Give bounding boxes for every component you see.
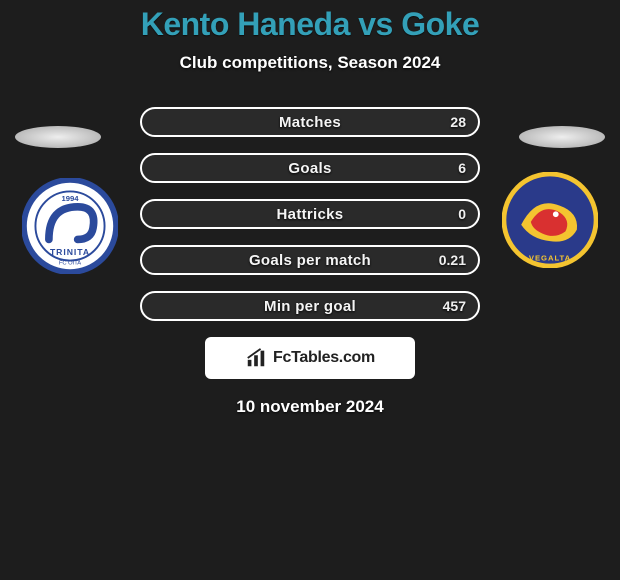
club-logo-left: 1994 TRINITA FC OITA [22, 178, 118, 274]
stat-value-right: 457 [443, 293, 466, 319]
stat-value-right: 6 [458, 155, 466, 181]
stat-row: Goals per match 0.21 [140, 245, 480, 275]
subtitle: Club competitions, Season 2024 [0, 53, 620, 73]
player-right-ellipse [519, 126, 605, 148]
vegalta-sendai-icon: VEGALTA [502, 172, 598, 268]
stat-value-right: 0 [458, 201, 466, 227]
stat-row: Matches 28 [140, 107, 480, 137]
stat-label: Goals [142, 155, 478, 181]
stat-value-right: 0.21 [439, 247, 466, 273]
club-logo-right: VEGALTA [502, 172, 598, 268]
svg-text:FC OITA: FC OITA [59, 260, 81, 266]
svg-text:VEGALTA: VEGALTA [529, 253, 571, 262]
stat-label: Hattricks [142, 201, 478, 227]
source-badge-text: FcTables.com [273, 349, 375, 367]
source-badge[interactable]: FcTables.com [205, 337, 415, 379]
page-title: Kento Haneda vs Goke [0, 6, 620, 43]
stat-label: Matches [142, 109, 478, 135]
stat-label: Min per goal [142, 293, 478, 319]
svg-text:TRINITA: TRINITA [50, 247, 90, 257]
fctables-icon [245, 347, 267, 369]
stats-list: Matches 28 Goals 6 Hattricks 0 Goals per… [140, 107, 480, 321]
stat-label: Goals per match [142, 247, 478, 273]
date-text: 10 november 2024 [0, 397, 620, 417]
stat-row: Min per goal 457 [140, 291, 480, 321]
stat-row: Goals 6 [140, 153, 480, 183]
stat-row: Hattricks 0 [140, 199, 480, 229]
oita-trinita-icon: 1994 TRINITA FC OITA [22, 178, 118, 274]
svg-text:1994: 1994 [61, 194, 79, 203]
stat-value-right: 28 [450, 109, 466, 135]
player-left-ellipse [15, 126, 101, 148]
